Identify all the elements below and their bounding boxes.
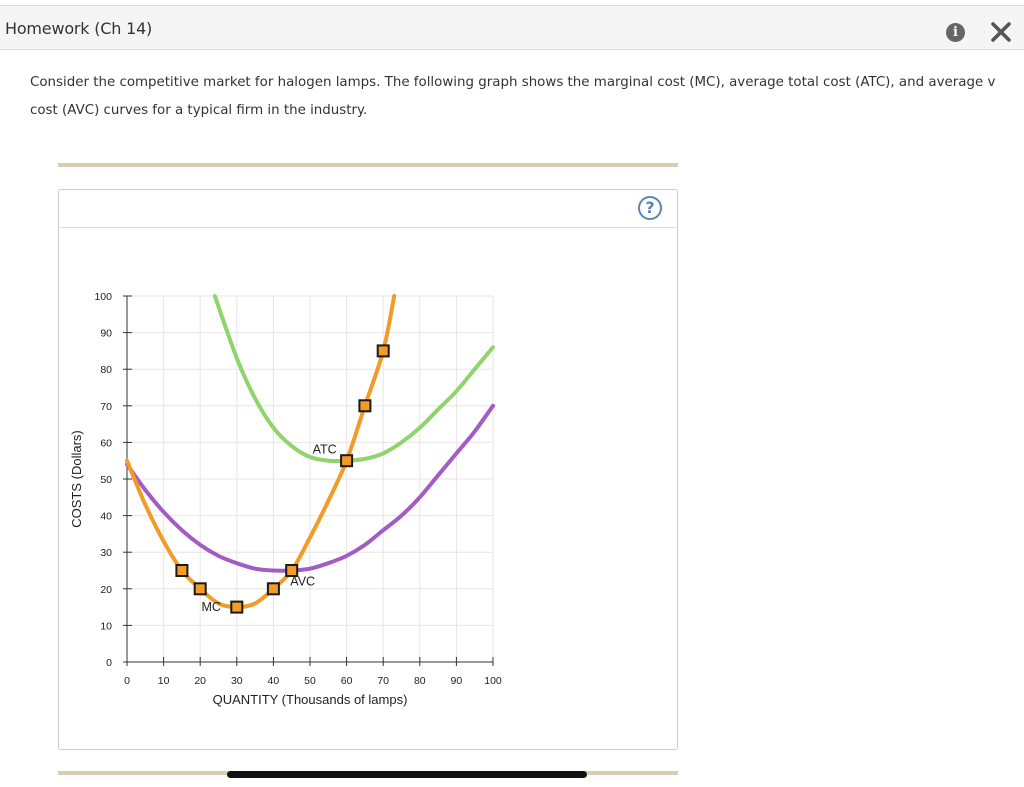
graph-panel-header xyxy=(59,190,677,228)
atc-curve xyxy=(212,294,495,464)
curve-label-avc: AVC xyxy=(290,574,315,588)
window-title: Homework (Ch 14) xyxy=(5,19,153,38)
question-line-2: cost (AVC) curves for a typical firm in … xyxy=(30,103,368,118)
curve-label-atc: ATC xyxy=(313,443,337,457)
y-tick-label: 0 xyxy=(106,657,112,669)
x-axis-title: QUANTITY (Thousands of lamps) xyxy=(213,692,408,707)
x-tick-label: 90 xyxy=(451,675,463,687)
y-tick-label: 20 xyxy=(100,584,112,596)
x-tick-label: 70 xyxy=(377,675,389,687)
x-tick-label: 0 xyxy=(124,675,130,687)
x-tick-label: 50 xyxy=(304,675,316,687)
y-tick-label: 100 xyxy=(94,291,112,303)
horizontal-scrollbar[interactable] xyxy=(227,771,587,778)
x-tick-label: 10 xyxy=(158,675,170,687)
x-tick-label: 40 xyxy=(268,675,280,687)
y-tick-label: 50 xyxy=(100,474,112,486)
graph-panel: ? xyxy=(58,189,678,750)
avc-curve xyxy=(125,403,495,573)
y-axis-title: COSTS (Dollars) xyxy=(69,430,84,528)
chart-grid xyxy=(127,295,494,662)
mc-point-marker[interactable] xyxy=(175,564,189,577)
y-tick-label: 90 xyxy=(100,328,112,340)
close-icon[interactable] xyxy=(990,19,1012,45)
y-tick-label: 40 xyxy=(100,511,112,523)
divider-top xyxy=(58,163,678,167)
chart-labels: ATC AVC MC xyxy=(201,443,336,614)
help-icon[interactable]: ? xyxy=(638,196,662,220)
chart-axes: 0 10 20 30 40 50 60 70 80 90 100 0 10 20 30 40 50 60 70 80 9… xyxy=(94,291,501,687)
chart-markers[interactable] xyxy=(175,344,390,614)
curve-label-mc: MC xyxy=(201,600,220,614)
y-tick-label: 60 xyxy=(100,437,112,449)
question-text: Consider the competitive market for halo… xyxy=(30,69,1024,125)
mc-point-marker[interactable] xyxy=(358,399,372,413)
title-bar: Homework (Ch 14) i xyxy=(0,5,1024,50)
y-tick-label: 30 xyxy=(100,547,112,559)
x-tick-label: 20 xyxy=(194,675,206,687)
y-tick-label: 10 xyxy=(100,620,112,632)
mc-point-marker[interactable] xyxy=(340,454,354,468)
x-tick-label: 80 xyxy=(414,675,426,687)
mc-point-marker[interactable] xyxy=(376,344,390,358)
y-tick-label: 80 xyxy=(100,364,112,376)
y-tick-label: 70 xyxy=(100,401,112,413)
mc-point-marker[interactable] xyxy=(266,582,280,596)
x-tick-label: 60 xyxy=(341,675,353,687)
info-icon[interactable]: i xyxy=(946,23,965,42)
mc-point-marker[interactable] xyxy=(230,600,244,614)
question-line-1: Consider the competitive market for halo… xyxy=(30,75,996,90)
chart-curves xyxy=(125,294,495,610)
x-tick-label: 100 xyxy=(484,675,502,687)
mc-point-marker[interactable] xyxy=(285,564,299,577)
mc-curve xyxy=(125,294,397,610)
x-tick-label: 30 xyxy=(231,675,243,687)
mc-point-marker[interactable] xyxy=(193,582,207,596)
